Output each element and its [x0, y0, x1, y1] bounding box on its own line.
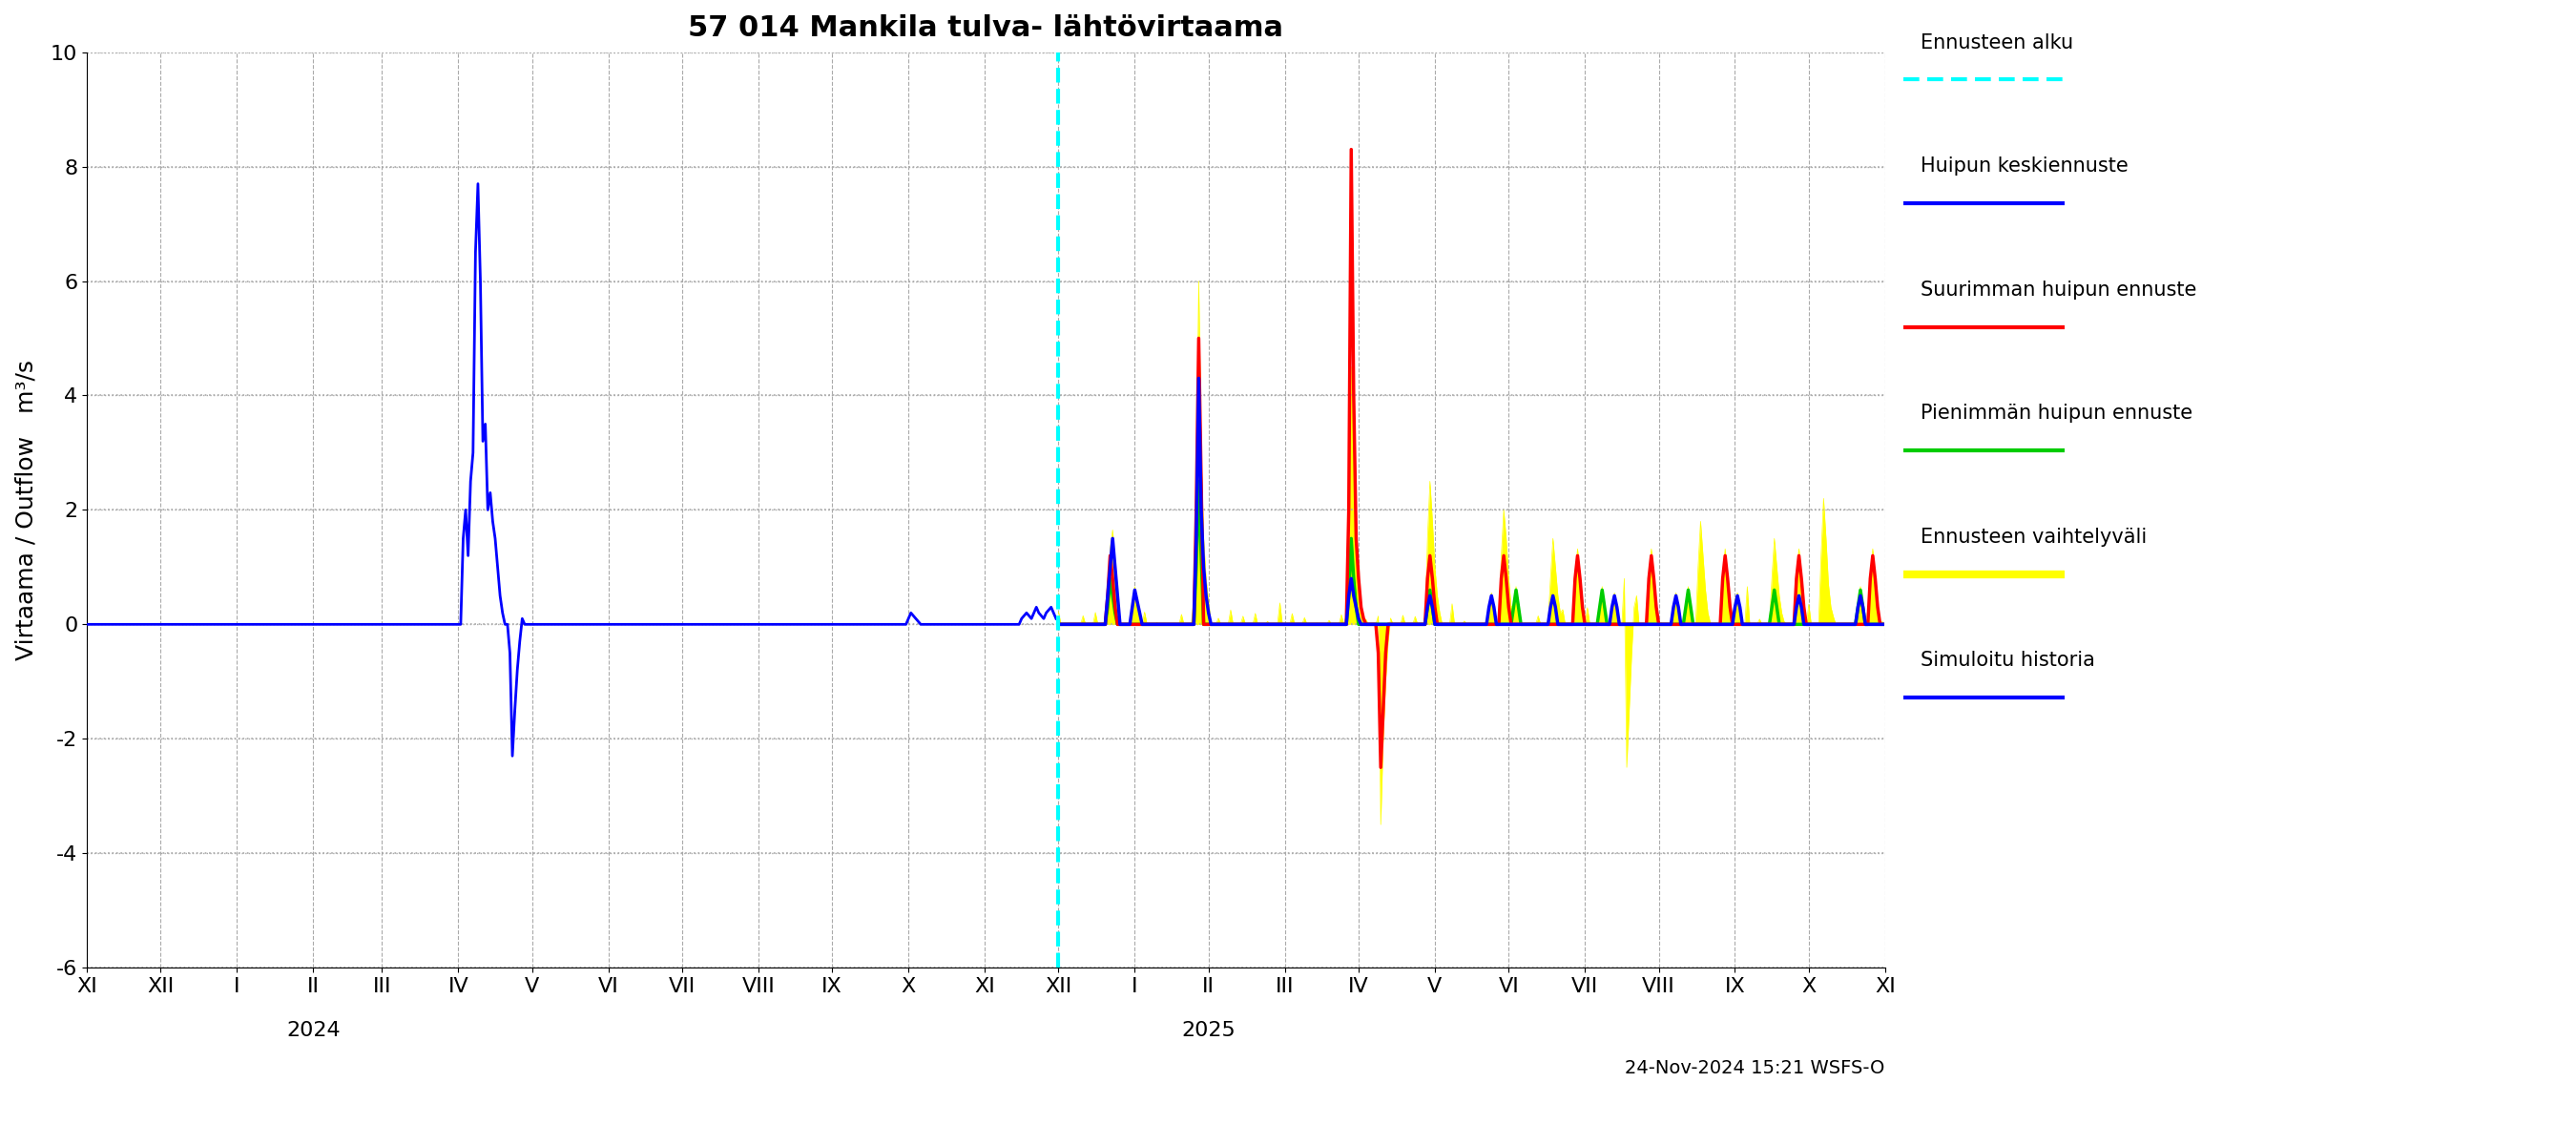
Title: 57 014 Mankila tulva- lähtövirtaama: 57 014 Mankila tulva- lähtövirtaama [688, 14, 1283, 42]
Text: 2025: 2025 [1182, 1021, 1236, 1040]
Text: Suurimman huipun ennuste: Suurimman huipun ennuste [1922, 281, 2197, 299]
Text: 2024: 2024 [286, 1021, 340, 1040]
Text: Ennusteen vaihtelуväli: Ennusteen vaihtelуväli [1922, 528, 2148, 546]
Text: 24-Nov-2024 15:21 WSFS-O: 24-Nov-2024 15:21 WSFS-O [1625, 1059, 1886, 1077]
Text: Pienimmän huipun ennuste: Pienimmän huipun ennuste [1922, 404, 2192, 423]
Text: Huipun keskiennuste: Huipun keskiennuste [1922, 157, 2128, 175]
Text: Ennusteen alku: Ennusteen alku [1922, 33, 2074, 53]
Text: Simuloitu historia: Simuloitu historia [1922, 652, 2094, 670]
Y-axis label: Virtaama / Outflow   m³/s: Virtaama / Outflow m³/s [15, 360, 36, 661]
